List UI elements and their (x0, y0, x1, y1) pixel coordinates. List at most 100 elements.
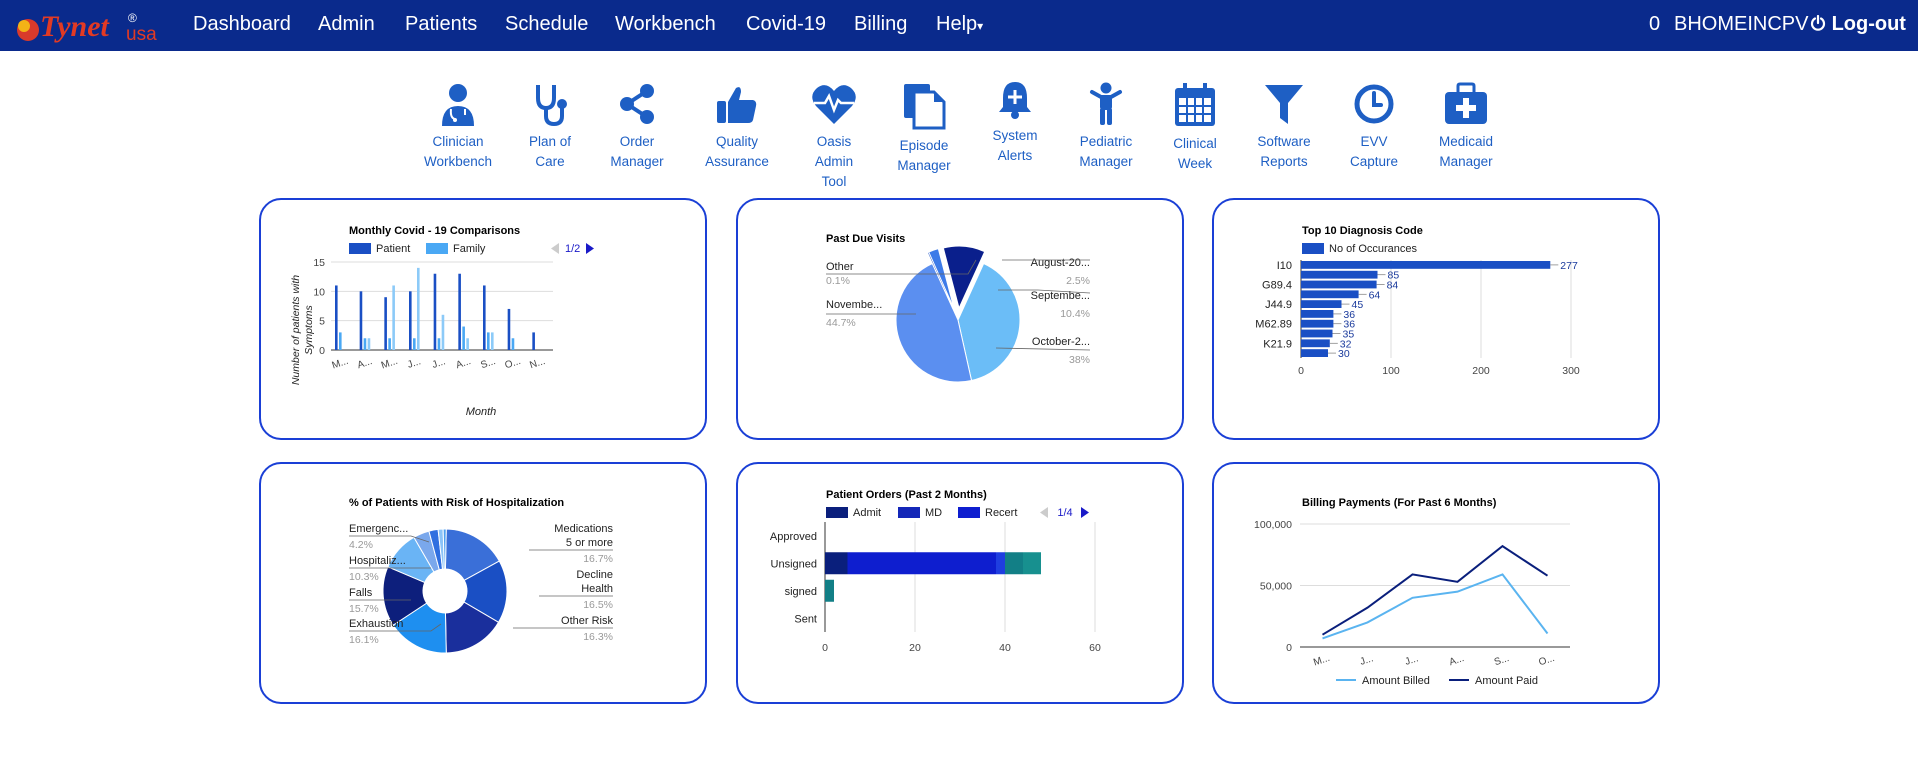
tile-quality-assurance[interactable]: Quality Assurance (689, 82, 785, 172)
bar (367, 338, 371, 350)
slice-label-medications-line1: Medications (554, 523, 613, 535)
nav-workbench[interactable]: Workbench (615, 13, 716, 35)
notification-count[interactable]: 0 (1649, 13, 1661, 35)
tile-software-reports[interactable]: Software Reports (1236, 82, 1332, 172)
legend-swatch-admit (826, 507, 848, 518)
share-icon (620, 84, 654, 124)
x-tick-label: M... (1312, 653, 1331, 669)
y-tick-label: I10 (1277, 260, 1292, 272)
tile-pediatric-manager[interactable]: Pediatric Manager (1058, 82, 1154, 172)
slice-pct-other-risk: 16.3% (583, 631, 613, 643)
nav-admin[interactable]: Admin (318, 13, 375, 35)
logo-registered: ® (128, 11, 137, 25)
legend-label-billed: Amount Billed (1362, 675, 1430, 687)
series-line (1321, 544, 1549, 636)
nav-billing[interactable]: Billing (854, 13, 908, 35)
x-tick-label: S... (479, 356, 497, 371)
bar (433, 273, 437, 350)
x-axis-label: Month (466, 406, 497, 418)
bar (483, 285, 486, 350)
y-tick-label: 100,000 (1254, 519, 1292, 531)
pager-label: 1/4 (1057, 507, 1072, 519)
patient-orders-card: Patient Orders (Past 2 Months) Admit MD … (736, 462, 1184, 704)
y-tick-label: 10 (313, 286, 325, 298)
logout-label: Log-out (1831, 13, 1906, 35)
bar (466, 338, 469, 350)
bar (491, 332, 494, 350)
tile-evv-capture[interactable]: EVV Capture (1326, 82, 1422, 172)
slice-label-november: Novembe... (826, 299, 882, 311)
x-tick-label: J... (431, 356, 447, 371)
bar (388, 338, 391, 350)
nav-schedule[interactable]: Schedule (505, 13, 589, 35)
nav-help[interactable]: Help▾ (936, 13, 983, 36)
bar (1301, 261, 1551, 269)
power-icon (1810, 14, 1826, 31)
bar (487, 332, 490, 350)
pie-slice (928, 248, 955, 309)
bar-segment (996, 552, 1005, 575)
x-tick-label: 200 (1472, 365, 1490, 377)
clock-icon (1354, 84, 1394, 124)
x-tick-label: O... (1537, 653, 1556, 668)
tile-label: Plan of Care (528, 134, 572, 169)
bar (1301, 270, 1378, 279)
tile-plan-of-care[interactable]: Plan of Care (502, 82, 598, 172)
logout-button[interactable]: Log-out (1810, 13, 1906, 36)
pager-prev-icon[interactable] (551, 243, 559, 254)
tile-medicaid-manager[interactable]: Medicaid Manager (1418, 82, 1514, 172)
slice-pct-september: 10.4% (1060, 308, 1090, 320)
x-tick-label: 40 (999, 642, 1011, 654)
tile-oasis-admin-tool[interactable]: Oasis Admin Tool (786, 82, 882, 192)
thumbs-up-icon (717, 87, 757, 123)
chart-title: Top 10 Diagnosis Code (1302, 225, 1423, 237)
tile-clinical-week[interactable]: Clinical Week (1147, 82, 1243, 174)
bar-segment (825, 552, 848, 575)
past-due-visits-chart: Past Due Visits Other 0.1% Novembe... 44… (826, 233, 1091, 383)
slice-pct-other: 0.1% (826, 275, 850, 287)
covid-chart: Monthly Covid - 19 Comparisons Patient F… (290, 225, 594, 418)
tile-episode-manager[interactable]: Episode Manager (876, 82, 972, 176)
x-tick-label: 100 (1382, 365, 1400, 377)
bar-segment (847, 552, 996, 575)
x-tick-label: M... (380, 356, 399, 372)
bar-value-label: 84 (1387, 280, 1399, 292)
bar (1301, 329, 1333, 338)
pager-next-icon[interactable] (1081, 507, 1089, 518)
bar (1301, 310, 1334, 318)
pie-slice (957, 262, 1021, 382)
pager-next-icon[interactable] (586, 243, 594, 254)
y-tick-label: Unsigned (771, 558, 817, 570)
billing-payments-chart: Billing Payments (For Past 6 Months) 0 50… (1254, 497, 1570, 687)
nav-covid-19[interactable]: Covid-19 (746, 13, 827, 35)
legend-label-admit: Admit (853, 507, 881, 519)
donut-slice (442, 528, 447, 570)
x-tick-label: J... (406, 356, 422, 371)
chart-title: Patient Orders (Past 2 Months) (826, 489, 987, 501)
top-diagnosis-chart: Top 10 Diagnosis Code No of Occurances 0… (1255, 225, 1580, 377)
bar (507, 308, 511, 350)
bar-segment (825, 579, 834, 602)
bar (363, 338, 367, 350)
nav-patients[interactable]: Patients (405, 13, 478, 35)
tile-order-manager[interactable]: Order Manager (589, 82, 685, 172)
tile-clinician-workbench[interactable]: Clinician Workbench (410, 82, 506, 172)
bar (1301, 300, 1342, 308)
y-tick-label: Approved (770, 531, 817, 543)
tynet-logo[interactable]: Tynet ® usa (12, 4, 182, 48)
slice-pct-november: 44.7% (826, 317, 856, 329)
slice-label-medications-line2: 5 or more (566, 537, 613, 549)
legend-swatch-patient (349, 243, 371, 254)
logo-text: Tynet (40, 10, 111, 43)
y-tick-label: 5 (319, 316, 325, 328)
nav-dashboard[interactable]: Dashboard (193, 13, 291, 35)
tile-system-alerts[interactable]: System Alerts (967, 80, 1063, 166)
billing-payments-card: Billing Payments (For Past 6 Months) 0 50… (1212, 462, 1660, 704)
heartbeat-icon (812, 85, 856, 124)
x-tick-label: 0 (822, 642, 828, 654)
pager-prev-icon[interactable] (1040, 507, 1048, 518)
bar (441, 314, 445, 350)
x-tick-label: 60 (1089, 642, 1101, 654)
slice-pct-falls: 15.7% (349, 603, 379, 615)
tile-label: EVV Capture (1349, 134, 1399, 169)
